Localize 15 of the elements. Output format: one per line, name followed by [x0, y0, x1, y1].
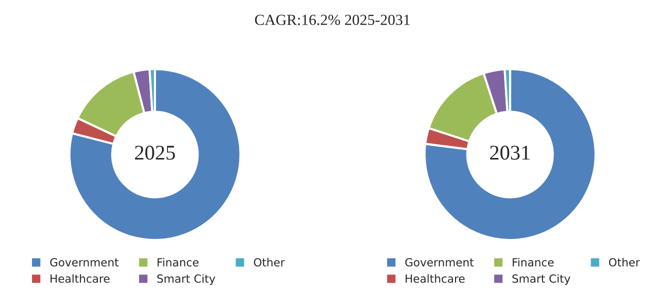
legend-label: Smart City	[512, 274, 570, 285]
donut-slice	[424, 68, 597, 242]
legend-label: Finance	[158, 258, 198, 266]
legend-label: Other	[254, 258, 285, 266]
legend-label: Government	[405, 258, 474, 266]
legend-label: Healthcare	[50, 274, 110, 283]
text: 2031	[490, 146, 530, 160]
legend-label: Smart City	[157, 274, 216, 285]
text: CAGR:16.2% 2025-2031	[255, 14, 410, 26]
legend-label: Healthcare	[406, 274, 465, 283]
legend-label: Finance	[512, 258, 554, 266]
legend-label: Other	[609, 258, 640, 266]
donut-slice	[68, 68, 242, 242]
legend-label: Government	[50, 258, 119, 266]
text: 2025	[135, 146, 175, 160]
